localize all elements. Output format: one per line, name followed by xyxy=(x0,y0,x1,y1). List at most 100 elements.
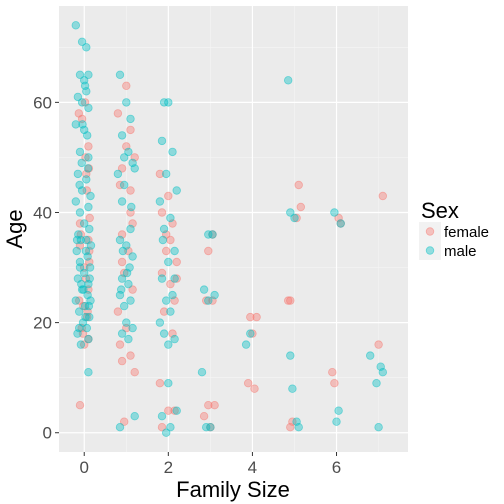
x-tick-label: 2 xyxy=(164,458,173,477)
point-male xyxy=(117,131,127,140)
point-male xyxy=(84,153,93,162)
point-male xyxy=(286,351,295,360)
point-female xyxy=(204,246,213,256)
point-male xyxy=(84,202,93,212)
point-female xyxy=(85,213,94,223)
point-male xyxy=(84,70,93,79)
point-male xyxy=(84,301,94,311)
point-male xyxy=(82,131,92,140)
point-female xyxy=(75,401,85,410)
point-male xyxy=(75,180,84,190)
point-female xyxy=(117,356,127,366)
point-female xyxy=(115,340,125,349)
point-female xyxy=(79,340,89,349)
y-tick-label: 0 xyxy=(43,424,52,443)
point-male xyxy=(166,307,175,316)
point-male xyxy=(115,70,125,79)
point-male xyxy=(336,219,345,228)
point-female xyxy=(157,423,167,432)
legend-label-male: male xyxy=(444,243,477,260)
point-male xyxy=(84,103,93,113)
point-male xyxy=(168,290,177,300)
point-male xyxy=(119,301,129,311)
point-male xyxy=(246,329,255,338)
point-male xyxy=(71,120,80,129)
point-female xyxy=(130,368,139,377)
point-female xyxy=(204,401,213,410)
point-male xyxy=(372,379,381,388)
point-male xyxy=(117,329,127,338)
point-male xyxy=(77,37,87,46)
point-male xyxy=(86,241,96,250)
point-male xyxy=(81,312,90,322)
point-female xyxy=(286,296,295,305)
point-male xyxy=(122,318,131,327)
legend-label-female: female xyxy=(444,224,489,241)
point-male xyxy=(81,246,91,256)
point-male xyxy=(126,114,135,124)
point-female xyxy=(286,423,295,432)
point-female xyxy=(246,312,255,322)
point-male xyxy=(72,235,82,245)
point-male xyxy=(73,169,83,179)
point-male xyxy=(119,153,129,162)
point-female xyxy=(210,401,219,410)
point-male xyxy=(166,423,175,432)
point-male xyxy=(155,318,165,327)
point-male xyxy=(119,180,129,190)
point-male xyxy=(157,136,167,146)
point-male xyxy=(115,423,125,432)
point-female xyxy=(294,180,303,190)
minor-gridlines xyxy=(59,6,408,452)
point-male xyxy=(86,191,95,201)
point-male xyxy=(116,285,126,294)
point-male xyxy=(334,406,343,415)
point-male xyxy=(71,197,80,206)
point-male xyxy=(124,334,133,344)
point-female xyxy=(328,368,337,377)
point-male xyxy=(330,208,339,217)
point-male xyxy=(124,279,133,289)
point-male xyxy=(208,230,217,239)
point-male xyxy=(159,329,169,338)
point-female xyxy=(126,351,135,360)
x-tick-label: 0 xyxy=(79,458,88,477)
point-male xyxy=(288,384,297,393)
point-male xyxy=(79,219,89,228)
point-male xyxy=(206,423,215,432)
point-male xyxy=(126,224,135,234)
point-male xyxy=(204,296,213,305)
point-female xyxy=(128,285,137,294)
x-axis-title: Family Size xyxy=(176,477,290,502)
point-male xyxy=(130,412,139,421)
legend-key-male-bg xyxy=(419,241,441,260)
point-female xyxy=(164,191,173,201)
point-male xyxy=(122,268,132,278)
point-male xyxy=(155,197,165,206)
point-male xyxy=(75,208,85,217)
point-male xyxy=(84,334,93,344)
point-male xyxy=(82,43,91,52)
point-female xyxy=(248,329,257,338)
point-male xyxy=(197,368,207,377)
point-male xyxy=(82,235,91,245)
x-tick-label: 4 xyxy=(248,458,257,477)
point-female xyxy=(159,307,169,316)
point-male xyxy=(127,202,136,212)
point-female xyxy=(199,412,209,421)
point-female xyxy=(161,246,171,256)
legend-key-male: male xyxy=(419,241,477,260)
point-female xyxy=(155,379,165,388)
point-male xyxy=(199,285,209,294)
point-female xyxy=(84,142,93,151)
point-male xyxy=(366,351,375,360)
point-male xyxy=(117,274,127,283)
point-male xyxy=(118,246,128,256)
point-male xyxy=(294,423,303,432)
point-female xyxy=(119,417,129,426)
point-male xyxy=(286,208,295,217)
point-male xyxy=(75,257,85,267)
point-male xyxy=(76,340,86,349)
legend-title: Sex xyxy=(421,198,459,223)
